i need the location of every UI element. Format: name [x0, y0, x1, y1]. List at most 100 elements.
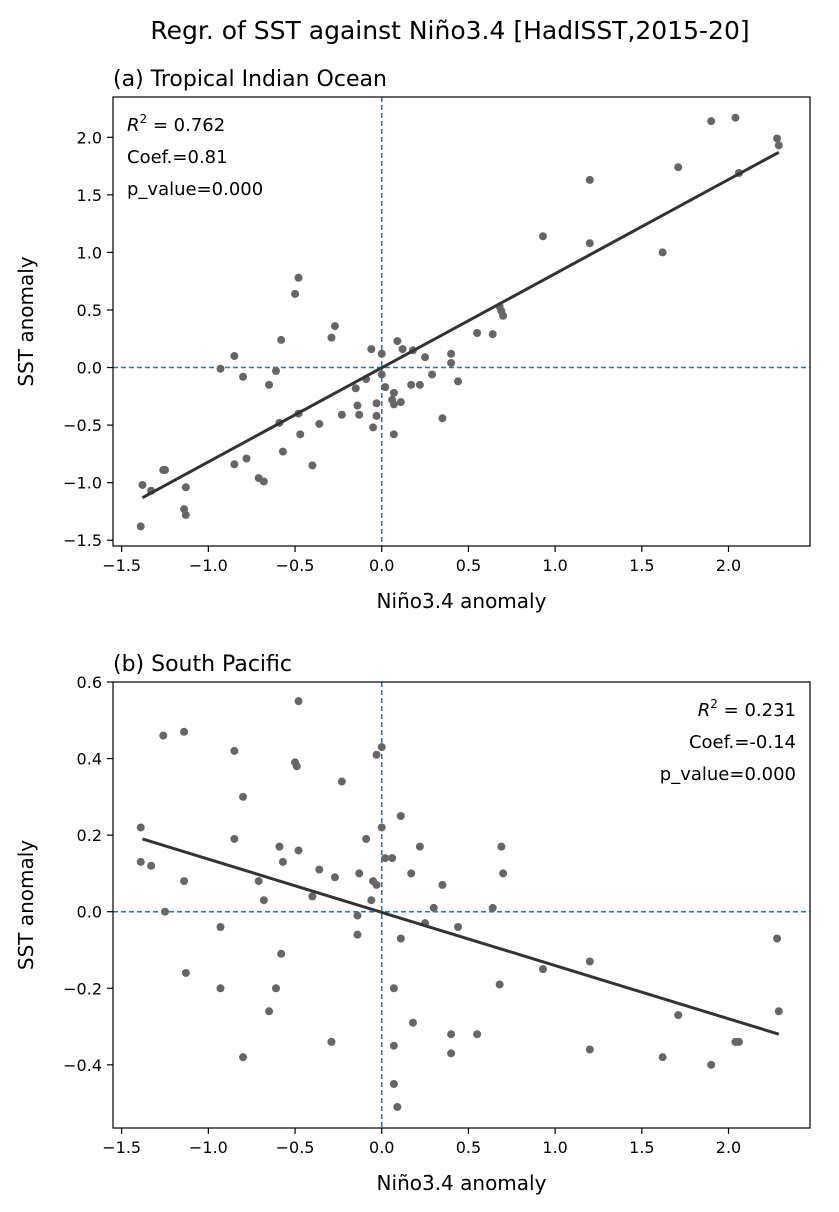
scatter-point [377, 823, 386, 832]
x-tick-label: −1.5 [102, 556, 141, 575]
scatter-point [242, 454, 251, 463]
y-axis-label: SST anomaly [14, 256, 38, 386]
y-tick-label: 2.0 [77, 128, 102, 147]
scatter-point [372, 411, 381, 420]
p-value-label: p_value=0.000 [127, 179, 263, 200]
scatter-point [308, 892, 317, 901]
x-tick-label: 0.0 [369, 1138, 394, 1157]
coefficient-label: Coef.=-0.14 [689, 732, 796, 753]
scatter-point [447, 1049, 456, 1058]
x-axis-label: Niño3.4 anomaly [377, 589, 547, 613]
scatter-point [265, 380, 274, 389]
scatter-point [180, 727, 189, 736]
scatter-point [292, 762, 301, 771]
r-squared-label: R2 = 0.762 [127, 112, 225, 136]
scatter-point [181, 968, 190, 977]
scatter-point [585, 239, 594, 248]
scatter-point [773, 134, 782, 143]
coefficient-label: Coef.=0.81 [127, 147, 228, 168]
y-tick-label: 1.5 [77, 186, 102, 205]
scatter-point [585, 1045, 594, 1054]
scatter-point [473, 329, 482, 338]
y-tick-label: −0.4 [63, 1056, 102, 1075]
y-tick-label: 0.6 [77, 673, 102, 692]
scatter-point [351, 384, 360, 393]
scatter-point [239, 1053, 248, 1062]
scatter-point [377, 349, 386, 358]
scatter-point [355, 410, 364, 419]
scatter-point [161, 907, 170, 916]
axes-frame [112, 681, 811, 1129]
scatter-point [396, 934, 405, 943]
scatter-point [389, 388, 398, 397]
r-squared-exponent: 2 [710, 697, 718, 711]
scatter-point [337, 410, 346, 419]
scatter-point [538, 965, 547, 974]
scatter-point [367, 896, 376, 905]
scatter-point [389, 984, 398, 993]
scatter-point [259, 896, 268, 905]
scatter-point [315, 865, 324, 874]
scatter-point [774, 1007, 783, 1016]
scatter-point [308, 461, 317, 470]
x-tick-label: 0.0 [369, 556, 394, 575]
scatter-point [294, 697, 303, 706]
scatter-point [497, 842, 506, 851]
scatter-point [216, 984, 225, 993]
scatter-point [239, 372, 248, 381]
scatter-point [180, 877, 189, 886]
scatter-point [294, 273, 303, 282]
x-tick-label: 2.0 [716, 556, 741, 575]
r-squared-label: R2 = 0.231 [698, 697, 796, 721]
scatter-point [271, 367, 280, 376]
scatter-point [447, 349, 456, 358]
scatter-point [408, 1018, 417, 1027]
scatter-point [259, 477, 268, 486]
scatter-point [499, 869, 508, 878]
scatter-point [438, 880, 447, 889]
x-tick-label: −0.5 [276, 556, 315, 575]
panel-south-pacific: (b) South Pacific −1.5 −1.0 −0.5 0.0 0.5 1.0 1.… [14, 652, 811, 1195]
scatter-point [136, 857, 145, 866]
x-tick-label: 1.5 [629, 556, 654, 575]
scatter-point [734, 1037, 743, 1046]
x-tick-label: −1.5 [102, 1138, 141, 1157]
y-tick-label: 0.4 [77, 750, 102, 769]
scatter-point [407, 869, 416, 878]
scatter-point [330, 322, 339, 331]
scatter-point [473, 1030, 482, 1039]
scatter-point [327, 1037, 336, 1046]
scatter-point [396, 811, 405, 820]
x-tick-label: 2.0 [716, 1138, 741, 1157]
scatter-point [353, 930, 362, 939]
panel-title: (b) South Pacific [113, 652, 292, 677]
scatter-point [353, 401, 362, 410]
scatter-point [674, 1011, 683, 1020]
scatter-point [291, 289, 300, 298]
scatter-point [421, 353, 430, 362]
scatter-point [415, 380, 424, 389]
scatter-point [239, 792, 248, 801]
x-tick-label: −0.5 [276, 1138, 315, 1157]
y-tick-label: −1.5 [63, 531, 102, 550]
scatter-point [216, 364, 225, 373]
axes-frame [112, 96, 811, 547]
scatter-point [230, 460, 239, 469]
scatter-point [254, 877, 263, 886]
scatter-point [362, 834, 371, 843]
y-tick-label: 1.0 [77, 243, 102, 262]
x-tick-label: 1.5 [629, 1138, 654, 1157]
scatter-point [381, 854, 390, 863]
y-tick-label: −0.2 [63, 979, 102, 998]
scatter-point [488, 330, 497, 339]
scatter-point [294, 846, 303, 855]
scatter-point [488, 903, 497, 912]
x-tick-label: 0.5 [456, 1138, 481, 1157]
scatter-point [389, 1041, 398, 1050]
scatter-point [454, 377, 463, 386]
scatter-point [230, 352, 239, 361]
scatter-point [389, 430, 398, 439]
scatter-point [495, 980, 504, 989]
scatter-point [230, 834, 239, 843]
